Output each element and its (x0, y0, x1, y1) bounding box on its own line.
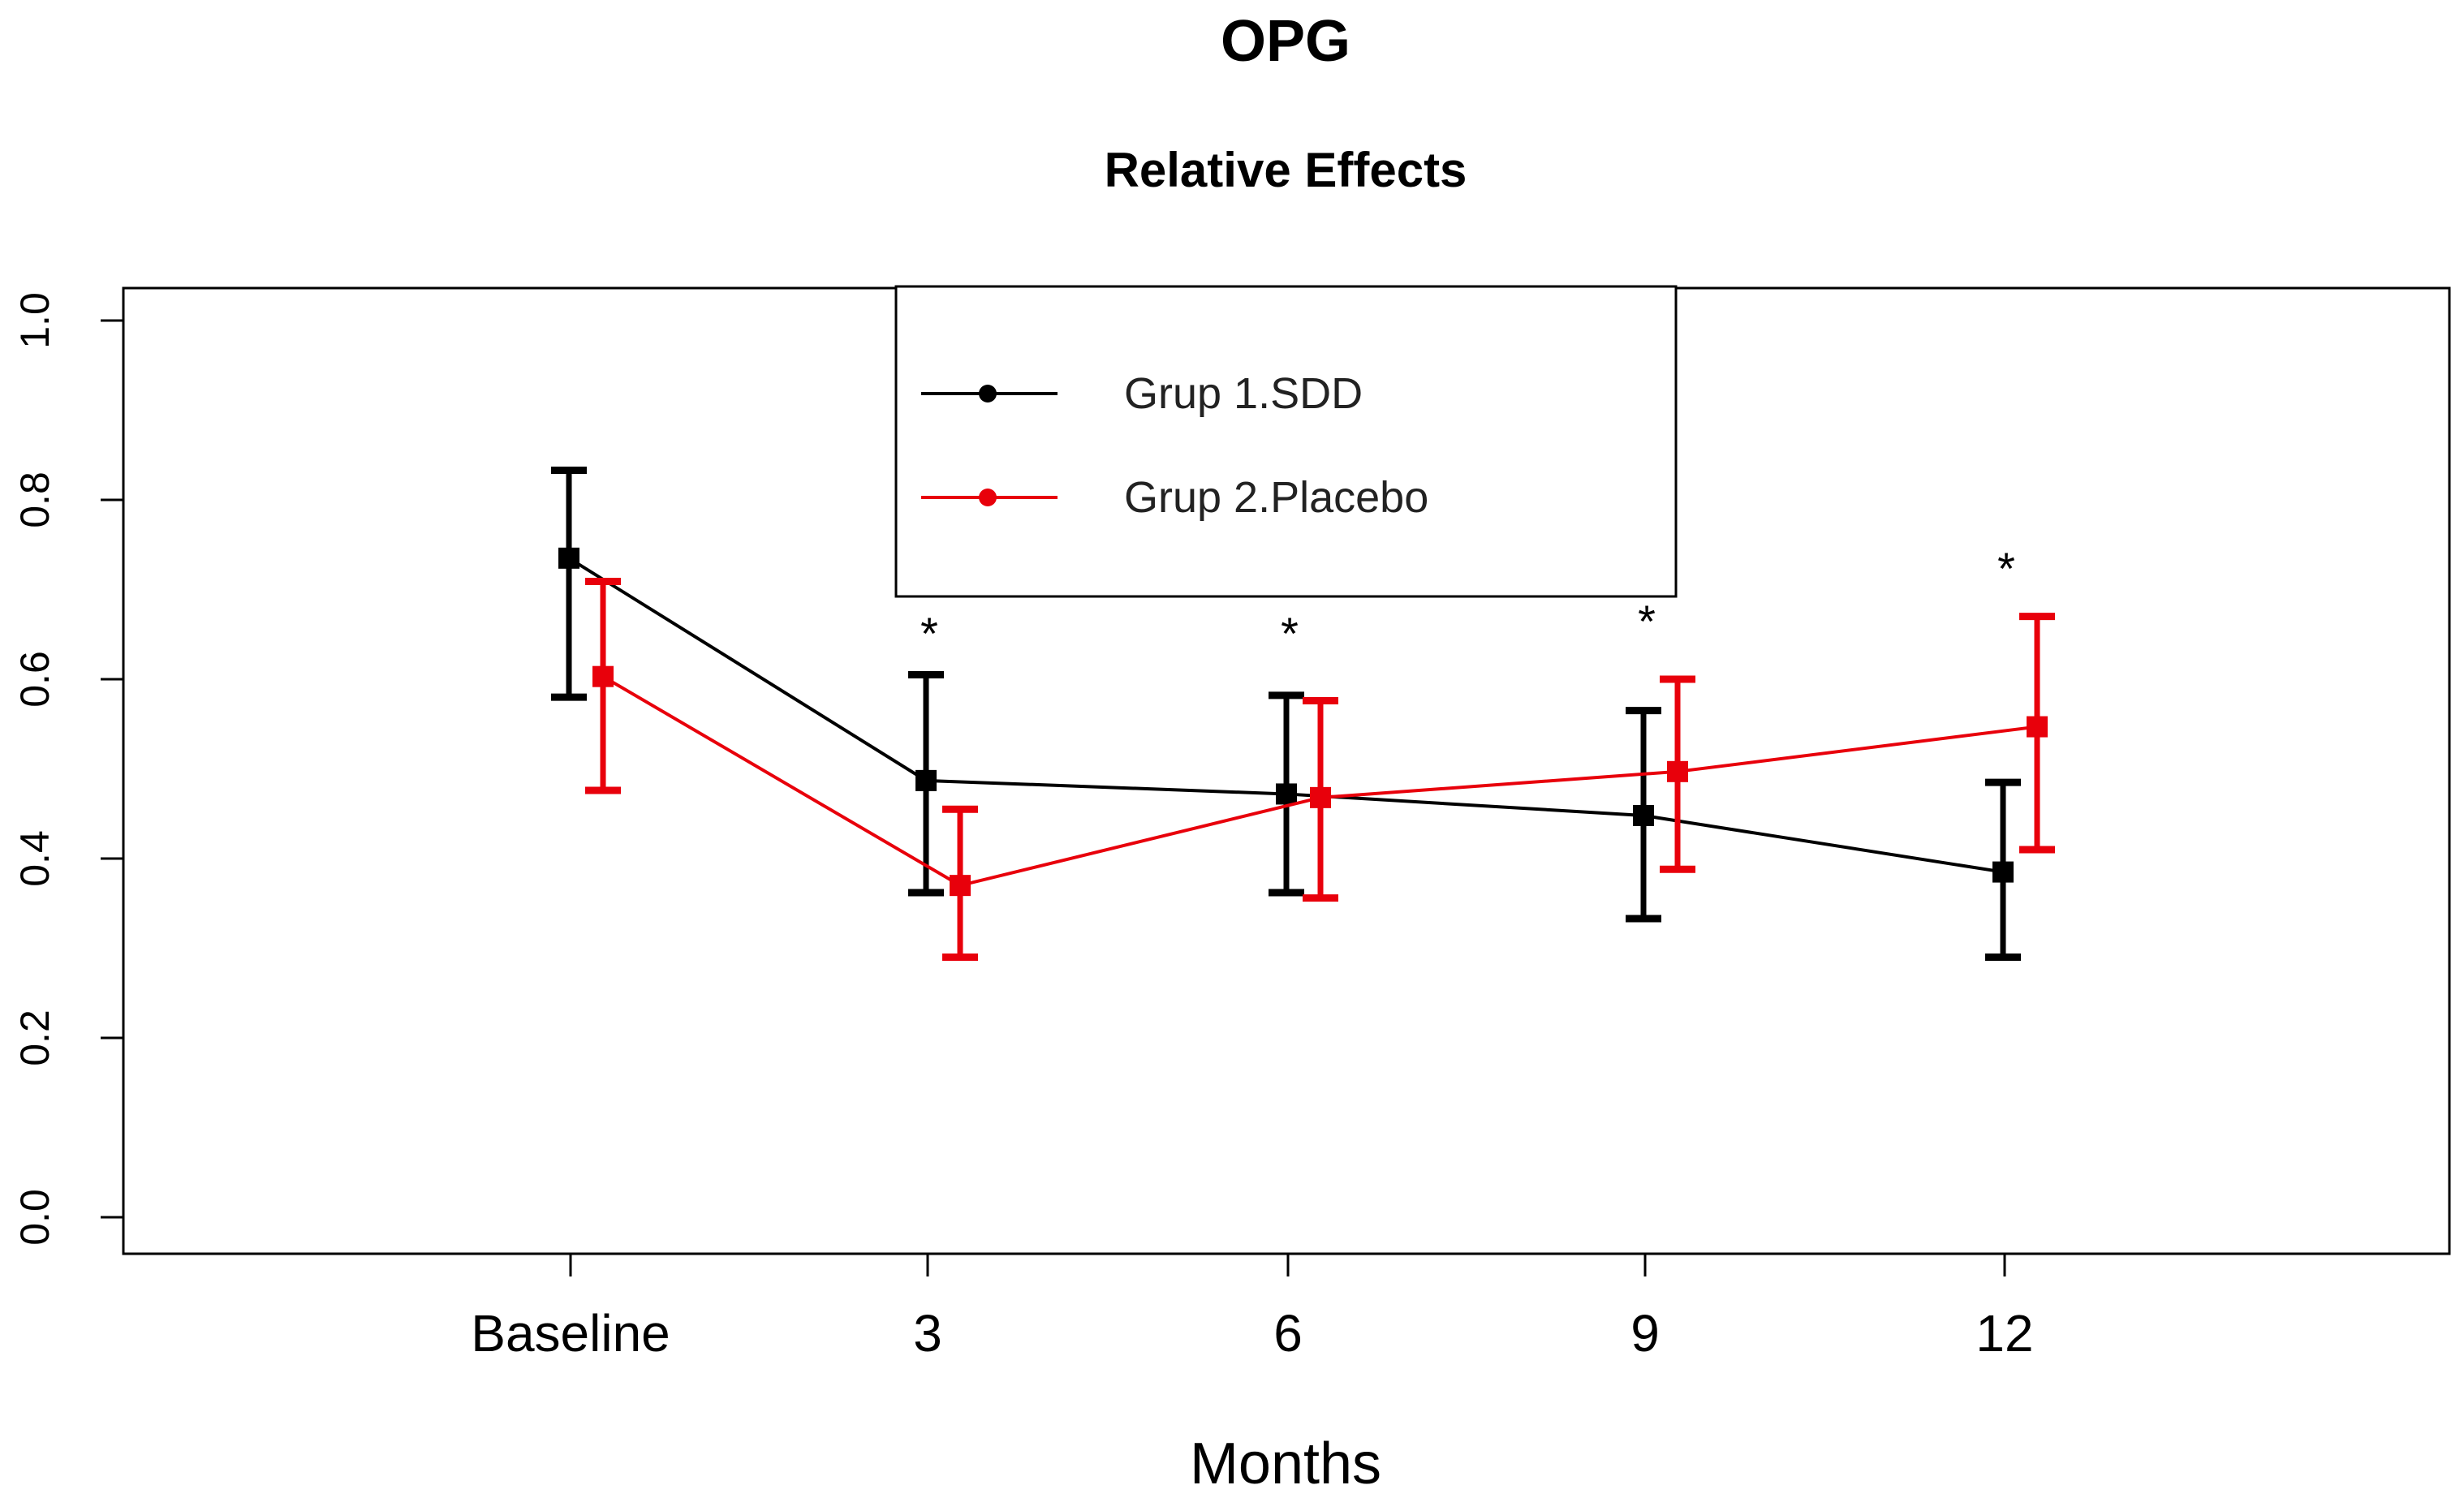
legend: Grup 1.SDD Grup 2.Placebo (894, 285, 1678, 598)
data-point (1276, 783, 1297, 805)
significance-marker: * (1638, 596, 1656, 647)
legend-box (894, 285, 1678, 598)
chart-subtitle: Relative Effects (1105, 143, 1467, 197)
y-tick-label: 0.6 (12, 651, 58, 708)
x-tick-label: 6 (1273, 1304, 1303, 1362)
y-tick-label: 0.0 (12, 1189, 58, 1246)
y-tick-label: 0.4 (12, 830, 58, 887)
x-tick-label: 9 (1630, 1304, 1660, 1362)
data-point (1992, 861, 2014, 883)
data-point (950, 875, 971, 897)
y-tick-label: 0.8 (12, 471, 58, 528)
y-tick-label: 1.0 (12, 292, 58, 349)
legend-marker (979, 385, 997, 403)
plot-area: 0.0 0.2 0.4 0.6 0.8 1.0 Baseline 3 6 9 12 * * * * (12, 286, 2451, 1362)
x-tick-label: 12 (1975, 1304, 2033, 1362)
x-tick-label: 3 (913, 1304, 942, 1362)
chart-title: OPG (1221, 9, 1350, 74)
data-point (558, 547, 579, 569)
x-tick-label: Baseline (471, 1304, 670, 1362)
significance-marker: * (920, 608, 938, 659)
legend-label: Grup 2.Placebo (1124, 473, 1428, 522)
data-point (592, 665, 614, 687)
legend-label: Grup 1.SDD (1124, 369, 1363, 418)
x-axis-label: Months (1190, 1431, 1381, 1496)
data-point (1667, 760, 1688, 782)
significance-marker: * (1281, 608, 1299, 659)
legend-marker (979, 489, 997, 506)
data-point (2027, 716, 2048, 738)
y-tick-label: 0.2 (12, 1009, 58, 1066)
significance-marker: * (1997, 543, 2015, 594)
data-point (1310, 786, 1331, 808)
data-point (915, 769, 937, 791)
data-point (1633, 804, 1654, 826)
